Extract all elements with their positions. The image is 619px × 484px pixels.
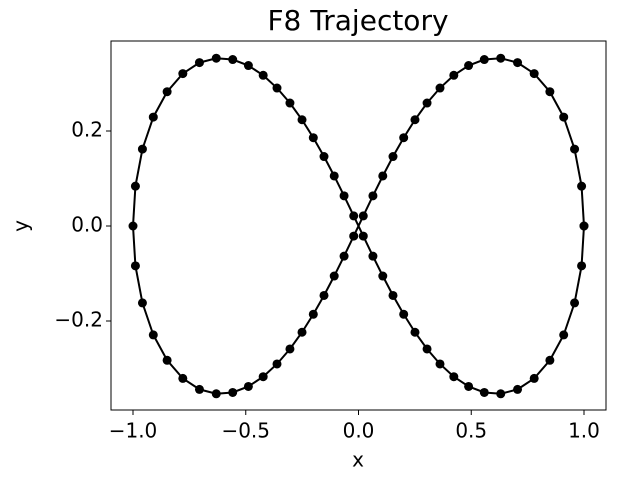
- point: [297, 115, 307, 125]
- point: [577, 181, 587, 191]
- point: [496, 389, 506, 399]
- point: [128, 221, 138, 231]
- point: [513, 58, 523, 68]
- point: [388, 290, 398, 300]
- point: [349, 211, 359, 221]
- point: [579, 221, 589, 231]
- point: [349, 231, 359, 241]
- point: [570, 144, 580, 154]
- point: [228, 55, 238, 65]
- point: [329, 271, 339, 281]
- point: [435, 359, 445, 369]
- point: [479, 55, 489, 65]
- point: [308, 133, 318, 143]
- point: [285, 344, 295, 354]
- point: [162, 87, 172, 97]
- point: [178, 69, 188, 79]
- point: [368, 191, 378, 201]
- point: [148, 112, 158, 122]
- point: [464, 61, 474, 71]
- point: [399, 309, 409, 319]
- point: [258, 372, 268, 382]
- point: [479, 387, 489, 397]
- y-tick-label: −0.2: [54, 307, 103, 331]
- point: [211, 53, 221, 63]
- point: [559, 330, 569, 340]
- chart-title: F8 Trajectory: [267, 4, 448, 37]
- point: [272, 359, 282, 369]
- point: [319, 152, 329, 162]
- y-tick-label: 0.2: [71, 118, 103, 142]
- point: [577, 261, 587, 271]
- point: [513, 384, 523, 394]
- point: [399, 133, 409, 143]
- point: [358, 211, 368, 221]
- point: [545, 87, 555, 97]
- point: [243, 381, 253, 391]
- point: [496, 53, 506, 63]
- point: [570, 298, 580, 308]
- point: [211, 389, 221, 399]
- point: [329, 171, 339, 181]
- point: [308, 309, 318, 319]
- point: [358, 231, 368, 241]
- point: [410, 327, 420, 337]
- x-tick-label: −1.0: [109, 419, 158, 443]
- point: [130, 261, 140, 271]
- point: [178, 373, 188, 383]
- point: [148, 330, 158, 340]
- x-tick-label: 0.5: [455, 419, 487, 443]
- point: [378, 271, 388, 281]
- point: [228, 387, 238, 397]
- point: [449, 70, 459, 80]
- point: [464, 381, 474, 391]
- point: [258, 70, 268, 80]
- point: [243, 61, 253, 71]
- trajectory-line: [132, 57, 585, 395]
- point: [388, 152, 398, 162]
- point: [529, 69, 539, 79]
- point: [435, 83, 445, 93]
- point: [137, 298, 147, 308]
- point: [422, 344, 432, 354]
- point: [319, 290, 329, 300]
- point: [339, 191, 349, 201]
- point: [137, 144, 147, 154]
- x-tick-label: 1.0: [568, 419, 600, 443]
- point: [529, 373, 539, 383]
- point: [130, 181, 140, 191]
- y-axis-label: y: [9, 220, 33, 232]
- y-tick-label: 0.0: [71, 212, 103, 236]
- point: [422, 98, 432, 108]
- point: [378, 171, 388, 181]
- point: [272, 83, 282, 93]
- point: [368, 251, 378, 261]
- point: [449, 372, 459, 382]
- point: [194, 384, 204, 394]
- point: [162, 355, 172, 365]
- x-axis-label: x: [352, 448, 364, 472]
- point: [410, 115, 420, 125]
- point: [559, 112, 569, 122]
- x-tick-label: 0.0: [343, 419, 375, 443]
- point: [339, 251, 349, 261]
- point: [194, 58, 204, 68]
- point: [297, 327, 307, 337]
- point: [545, 355, 555, 365]
- point: [285, 98, 295, 108]
- x-tick-label: −0.5: [221, 419, 270, 443]
